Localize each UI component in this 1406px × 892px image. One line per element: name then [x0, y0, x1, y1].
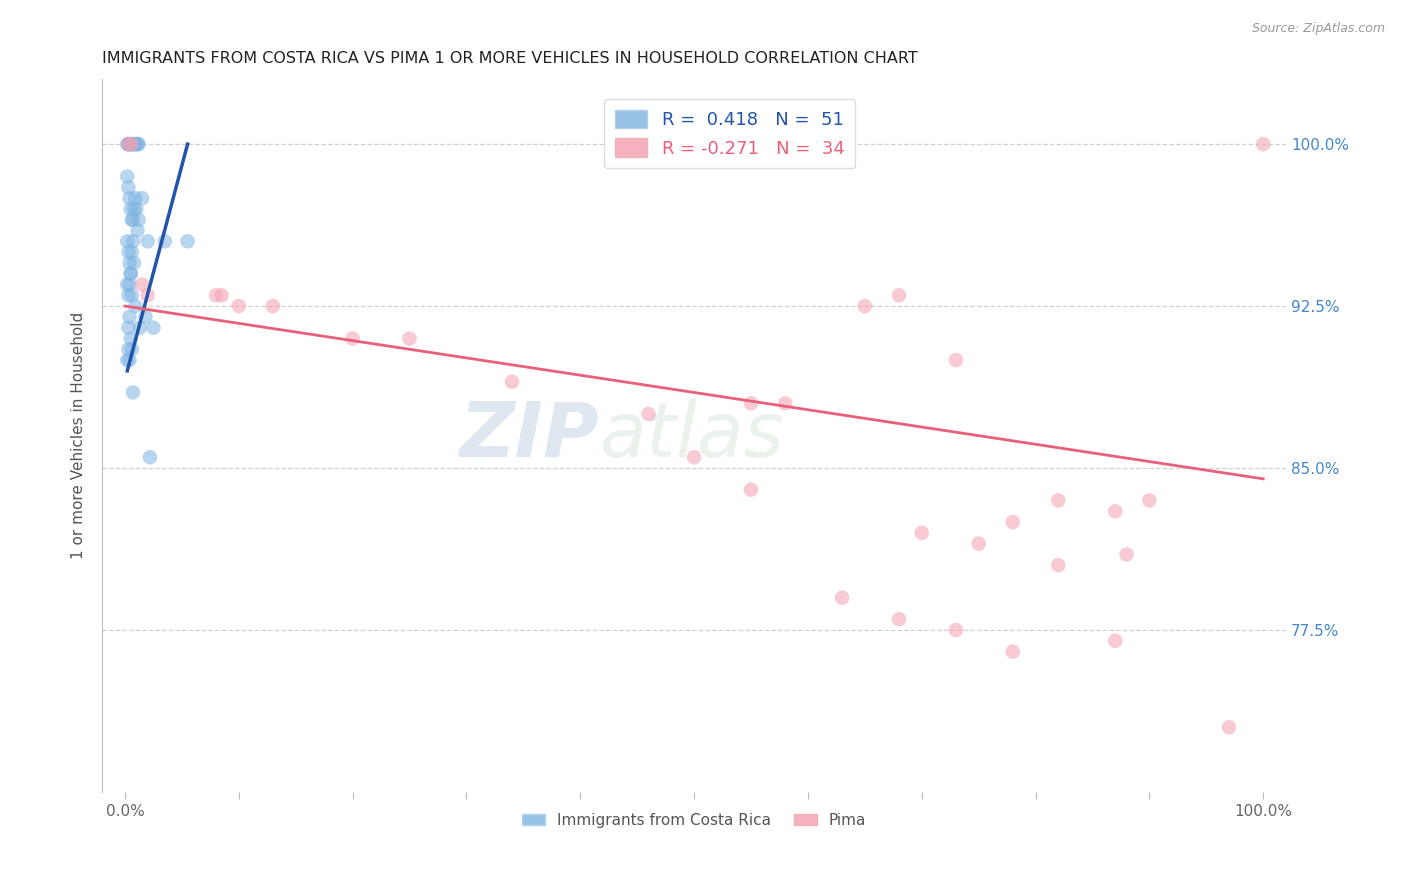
Text: Source: ZipAtlas.com: Source: ZipAtlas.com — [1251, 22, 1385, 36]
Point — [501, 375, 523, 389]
Point — [128, 137, 150, 152]
Point — [117, 288, 139, 302]
Point — [122, 212, 145, 227]
Point — [139, 450, 162, 465]
Point — [134, 310, 156, 324]
Point — [120, 331, 142, 345]
Point — [117, 343, 139, 357]
Point — [120, 267, 142, 281]
Text: ZIP: ZIP — [460, 399, 599, 473]
Point — [1047, 493, 1070, 508]
Legend: Immigrants from Costa Rica, Pima: Immigrants from Costa Rica, Pima — [516, 807, 873, 834]
Point — [124, 191, 146, 205]
Point — [683, 450, 706, 465]
Point — [967, 536, 990, 550]
Point — [853, 299, 876, 313]
Point — [142, 320, 165, 334]
Point — [1001, 644, 1024, 658]
Point — [887, 612, 910, 626]
Point — [945, 353, 967, 368]
Point — [117, 320, 139, 334]
Point — [1251, 137, 1274, 152]
Point — [125, 137, 148, 152]
Point — [740, 483, 762, 497]
Point — [1104, 633, 1126, 648]
Point — [911, 525, 934, 540]
Point — [117, 137, 139, 152]
Point — [117, 353, 139, 368]
Point — [153, 235, 176, 249]
Point — [637, 407, 659, 421]
Point — [117, 137, 139, 152]
Point — [342, 331, 364, 345]
Point — [127, 223, 149, 237]
Point — [1001, 515, 1024, 529]
Point — [945, 623, 967, 637]
Text: IMMIGRANTS FROM COSTA RICA VS PIMA 1 OR MORE VEHICLES IN HOUSEHOLD CORRELATION C: IMMIGRANTS FROM COSTA RICA VS PIMA 1 OR … — [103, 51, 918, 66]
Point — [121, 137, 143, 152]
Point — [125, 202, 148, 216]
Point — [124, 299, 146, 313]
Point — [118, 256, 141, 270]
Point — [121, 137, 143, 152]
Point — [127, 137, 149, 152]
Point — [211, 288, 233, 302]
Point — [136, 235, 159, 249]
Point — [120, 137, 142, 152]
Point — [117, 180, 139, 194]
Point — [131, 191, 153, 205]
Point — [1218, 720, 1240, 734]
Point — [1115, 548, 1137, 562]
Point — [118, 137, 141, 152]
Point — [1104, 504, 1126, 518]
Point — [740, 396, 762, 410]
Point — [262, 299, 284, 313]
Point — [120, 202, 142, 216]
Point — [117, 137, 139, 152]
Point — [205, 288, 228, 302]
Point — [773, 396, 796, 410]
Point — [121, 245, 143, 260]
Point — [831, 591, 853, 605]
Point — [122, 137, 145, 152]
Point — [128, 320, 150, 334]
Point — [118, 191, 141, 205]
Point — [120, 267, 142, 281]
Point — [118, 353, 141, 368]
Point — [122, 202, 145, 216]
Point — [118, 310, 141, 324]
Text: atlas: atlas — [599, 399, 785, 473]
Point — [118, 277, 141, 292]
Point — [228, 299, 250, 313]
Point — [398, 331, 420, 345]
Point — [136, 288, 159, 302]
Point — [124, 137, 146, 152]
Point — [122, 385, 145, 400]
Point — [122, 256, 145, 270]
Point — [176, 235, 198, 249]
Point — [121, 212, 143, 227]
Point — [121, 343, 143, 357]
Point — [128, 212, 150, 227]
Y-axis label: 1 or more Vehicles in Household: 1 or more Vehicles in Household — [72, 312, 86, 559]
Point — [122, 235, 145, 249]
Point — [122, 137, 145, 152]
Point — [1137, 493, 1160, 508]
Point — [117, 235, 139, 249]
Point — [1047, 558, 1070, 573]
Point — [117, 277, 139, 292]
Point — [131, 277, 153, 292]
Point — [887, 288, 910, 302]
Point — [117, 245, 139, 260]
Point — [121, 288, 143, 302]
Point — [117, 169, 139, 184]
